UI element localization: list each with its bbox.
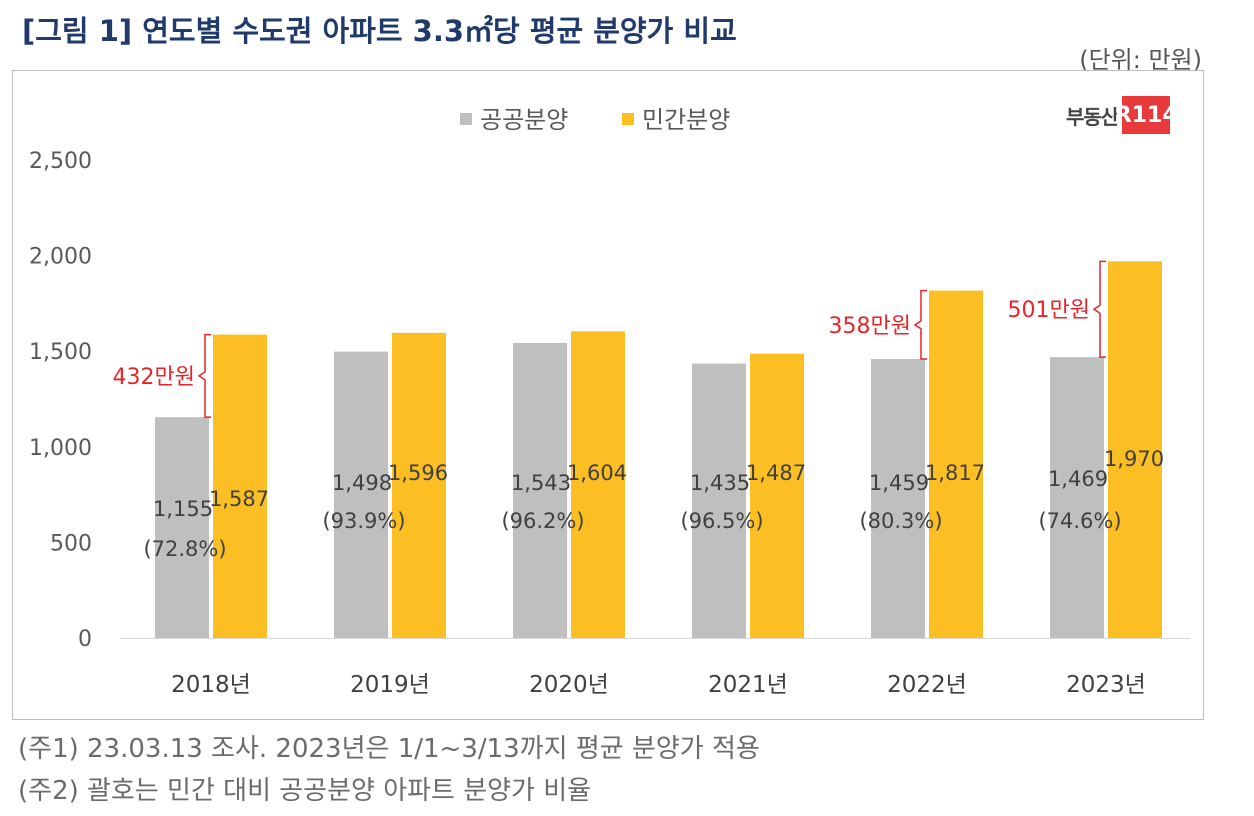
bar-private — [750, 353, 804, 638]
ratio-label: (93.9%) — [322, 509, 405, 533]
data-label-private: 1,970 — [1104, 447, 1164, 471]
gap-bracket — [1092, 260, 1106, 358]
x-tick-label: 2020년 — [529, 672, 609, 698]
ratio-label: (96.2%) — [501, 509, 584, 533]
gap-label: 501만원 — [1008, 298, 1090, 323]
y-tick-label: 2,000 — [29, 245, 92, 270]
gap-bracket — [197, 333, 211, 418]
x-tick-label: 2023년 — [1066, 672, 1146, 698]
x-tick-label: 2019년 — [350, 672, 430, 698]
gap-label: 358만원 — [829, 314, 911, 339]
data-label-public: 1,435 — [690, 471, 750, 495]
x-tick-label: 2021년 — [708, 672, 788, 698]
unit-label: (단위: 만원) — [1079, 46, 1202, 74]
legend-label-private: 민간분양 — [642, 106, 730, 134]
x-tick-label: 2018년 — [171, 672, 251, 698]
data-label-private: 1,587 — [209, 487, 269, 511]
legend-swatch-public — [460, 113, 472, 125]
data-label-private: 1,487 — [746, 461, 806, 485]
y-tick-label: 0 — [78, 627, 92, 652]
ratio-label: (72.8%) — [143, 537, 226, 561]
bar-private — [1108, 261, 1162, 638]
data-label-public: 1,543 — [511, 471, 571, 495]
y-tick-label: 500 — [50, 531, 92, 556]
data-label-public: 1,498 — [332, 471, 392, 495]
bar-private — [213, 334, 267, 638]
brand-logo: 부동산 R114 — [1066, 96, 1178, 134]
logo-text: 부동산 — [1066, 104, 1119, 129]
bar-public — [155, 417, 209, 638]
gap-bracket — [913, 289, 927, 360]
y-tick-label: 1,500 — [29, 340, 92, 365]
y-tick-label: 1,000 — [29, 436, 92, 461]
ratio-label: (80.3%) — [859, 509, 942, 533]
bar-public — [1050, 357, 1104, 638]
data-label-public: 1,155 — [153, 497, 213, 521]
y-tick-label: 2,500 — [29, 149, 92, 174]
bar-private — [571, 331, 625, 638]
bar-private — [392, 332, 446, 638]
data-label-private: 1,596 — [388, 461, 448, 485]
data-label-public: 1,469 — [1048, 467, 1108, 491]
chart-title: [그림 1] 연도별 수도권 아파트 3.3㎡당 평균 분양가 비교 — [22, 14, 737, 48]
bar-public — [692, 363, 746, 638]
bar-public — [871, 359, 925, 638]
logo-badge: R114 — [1115, 96, 1178, 134]
legend-swatch-private — [622, 113, 634, 125]
data-label-public: 1,459 — [869, 471, 929, 495]
bar-public — [334, 351, 388, 638]
x-tick-label: 2022년 — [887, 672, 967, 698]
bar-private — [929, 290, 983, 638]
bar-public — [513, 342, 567, 638]
data-label-private: 1,817 — [925, 461, 985, 485]
ratio-label: (74.6%) — [1038, 509, 1121, 533]
footnote-2: (주2) 괄호는 민간 대비 공공분양 아파트 분양가 비율 — [18, 776, 592, 806]
data-label-private: 1,604 — [567, 461, 627, 485]
legend-label-public: 공공분양 — [480, 106, 568, 134]
ratio-label: (96.5%) — [680, 509, 763, 533]
footnote-1: (주1) 23.03.13 조사. 2023년은 1/1~3/13까지 평균 분… — [18, 734, 760, 764]
gap-label: 432만원 — [113, 365, 195, 390]
